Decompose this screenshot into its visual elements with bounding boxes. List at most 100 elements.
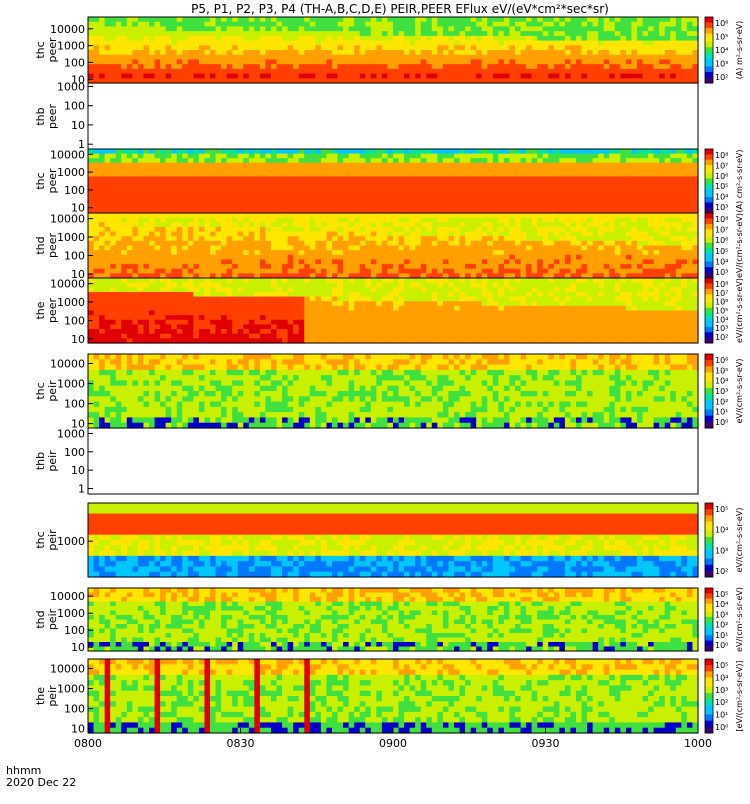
heatmap-cell — [387, 232, 393, 237]
heatmap-cell — [293, 167, 299, 172]
heatmap-cell — [582, 181, 588, 186]
heatmap-cell — [88, 50, 94, 55]
heatmap-cell — [504, 158, 510, 163]
heatmap-cell — [665, 154, 671, 159]
heatmap-cell — [304, 236, 310, 241]
heatmap-cell — [521, 172, 527, 177]
heatmap-cell — [310, 232, 316, 237]
heatmap-cell — [410, 181, 416, 186]
heatmap-cell — [399, 199, 405, 204]
heatmap-cell — [582, 22, 588, 27]
heatmap-cell — [243, 163, 249, 168]
heatmap-cell — [631, 218, 637, 223]
heatmap-cell — [121, 59, 127, 64]
heatmap-cell — [609, 190, 615, 195]
heatmap-cell — [509, 227, 515, 232]
heatmap-cell — [460, 195, 466, 200]
heatmap-cell — [227, 45, 233, 50]
heatmap-cell — [232, 255, 238, 260]
heatmap-cell — [149, 315, 155, 320]
heatmap-cell — [371, 17, 377, 22]
heatmap-cell — [559, 26, 565, 31]
heatmap-cell — [193, 181, 199, 186]
heatmap-cell — [204, 186, 210, 191]
heatmap-cell — [504, 41, 510, 46]
heatmap-cell — [487, 55, 493, 60]
heatmap-cell — [94, 26, 100, 31]
heatmap-cell — [360, 154, 366, 159]
heatmap-cell — [387, 17, 393, 22]
heatmap-cell — [132, 306, 138, 311]
heatmap-cell — [626, 259, 632, 264]
heatmap-cell — [376, 154, 382, 159]
heatmap-cell — [526, 186, 532, 191]
heatmap-cell — [149, 218, 155, 223]
heatmap-cell — [132, 55, 138, 60]
heatmap-cell — [487, 64, 493, 69]
heatmap-cell — [177, 22, 183, 27]
heatmap-cell — [94, 324, 100, 329]
heatmap-cell — [282, 204, 288, 209]
heatmap-cell — [498, 149, 504, 154]
heatmap-cell — [681, 199, 687, 204]
heatmap-cell — [321, 236, 327, 241]
heatmap-cell — [171, 149, 177, 154]
heatmap-cell — [338, 259, 344, 264]
heatmap-cell — [443, 64, 449, 69]
heatmap-cell — [332, 36, 338, 41]
heatmap-cell — [99, 158, 105, 163]
heatmap-cell — [631, 190, 637, 195]
heatmap-cell — [598, 74, 604, 79]
heatmap-cell — [593, 222, 599, 227]
heatmap-cell — [193, 55, 199, 60]
heatmap-thc-peer — [88, 17, 699, 84]
heatmap-cell — [454, 241, 460, 246]
heatmap-cell — [265, 36, 271, 41]
heatmap-cell — [94, 250, 100, 255]
heatmap-cell — [604, 186, 610, 191]
heatmap-cell — [221, 31, 227, 36]
heatmap-cell — [454, 222, 460, 227]
heatmap-cell — [116, 269, 122, 274]
heatmap-cell — [504, 246, 510, 251]
heatmap-cell — [626, 186, 632, 191]
heatmap-cell — [94, 50, 100, 55]
heatmap-cell — [421, 50, 427, 55]
heatmap-cell — [515, 259, 521, 264]
heatmap-cell — [193, 36, 199, 41]
heatmap-cell — [515, 158, 521, 163]
heatmap-cell — [637, 59, 643, 64]
heatmap-cell — [94, 59, 100, 64]
heatmap-cell — [166, 204, 172, 209]
heatmap-cell — [432, 36, 438, 41]
heatmap-cell — [343, 218, 349, 223]
heatmap-cell — [615, 59, 621, 64]
heatmap-cell — [360, 195, 366, 200]
heatmap-cell — [620, 158, 626, 163]
heatmap-cell — [265, 213, 271, 218]
heatmap-cell — [138, 241, 144, 246]
heatmap-cell — [648, 222, 654, 227]
heatmap-cell — [498, 186, 504, 191]
heatmap-cell — [404, 158, 410, 163]
heatmap-cell — [593, 163, 599, 168]
heatmap-cell — [105, 259, 111, 264]
heatmap-cell — [105, 292, 111, 297]
heatmap-cell — [648, 74, 654, 79]
heatmap-cell — [182, 22, 188, 27]
heatmap-cell — [465, 64, 471, 69]
heatmap-cell — [615, 232, 621, 237]
panel-frame — [88, 83, 698, 150]
heatmap-cell — [426, 218, 432, 223]
colorbar-tick-label: 10⁴ — [715, 193, 728, 202]
heatmap-cell — [582, 69, 588, 74]
heatmap-cell — [99, 292, 105, 297]
heatmap-cell — [410, 176, 416, 181]
heatmap-cell — [654, 31, 660, 36]
heatmap-cell — [537, 190, 543, 195]
heatmap-cell — [254, 269, 260, 274]
heatmap-cell — [593, 167, 599, 172]
heatmap-cell — [199, 176, 205, 181]
heatmap-cell — [565, 69, 571, 74]
